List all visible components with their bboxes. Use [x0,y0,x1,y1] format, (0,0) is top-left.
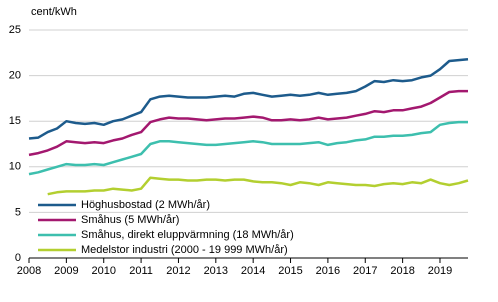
y-tick-label: 15 [9,115,21,127]
x-tick-label: 2008 [17,265,41,277]
legend-label: Medelstor industri (2000 - 19 999 MWh/år… [81,244,288,256]
x-tick-label: 2013 [204,265,228,277]
x-tick-label: 2009 [54,265,78,277]
x-tick-label: 2014 [241,265,265,277]
x-tick-label: 2016 [316,265,340,277]
series-line [47,176,469,196]
legend-label: Höghusbostad (2 MWh/år) [81,199,210,211]
series-line [28,89,468,157]
legend-label: Småhus, direkt eluppvärmning (18 MWh/år) [81,229,294,241]
y-tick-label: 0 [15,252,21,264]
y-axis-label: cent/kWh [31,6,77,18]
series-line [28,120,468,176]
legend-label: Småhus (5 MWh/år) [81,214,179,226]
x-tick-label: 2011 [129,265,153,277]
y-tick-label: 5 [15,206,21,218]
x-tick-label: 2019 [428,265,452,277]
series-line [28,57,469,140]
x-tick-label: 2017 [353,265,377,277]
x-tick-label: 2018 [390,265,414,277]
y-tick-label: 10 [9,161,21,173]
y-tick-label: 20 [9,70,21,82]
x-tick-label: 2012 [166,265,190,277]
x-tick-label: 2015 [278,265,302,277]
y-tick-label: 25 [9,24,21,36]
x-tick-label: 2010 [91,265,115,277]
